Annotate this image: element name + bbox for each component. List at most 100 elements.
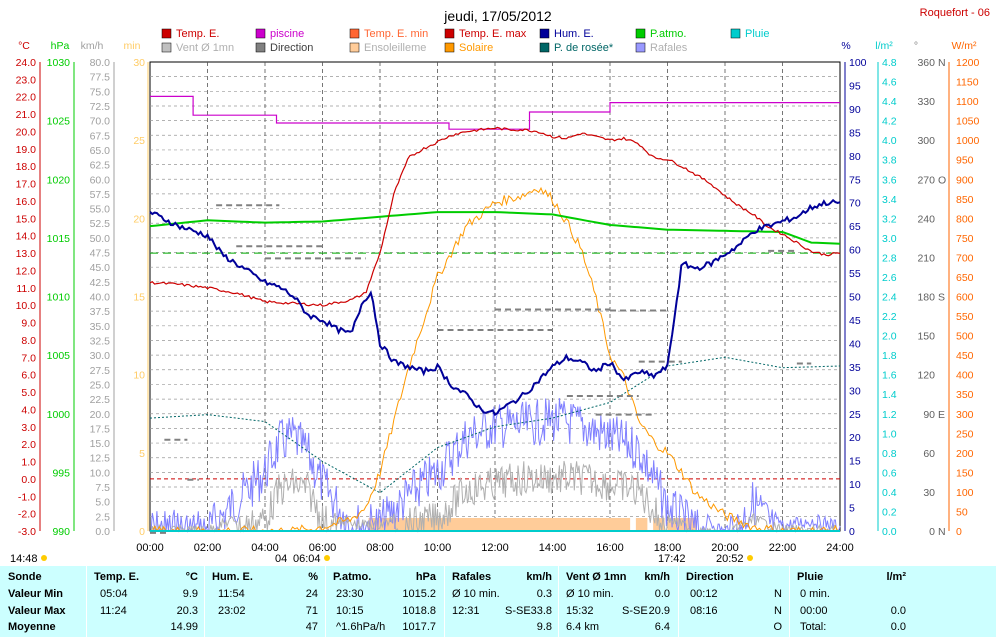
stats-cell: 6.4 [654,621,670,633]
axis-tick-label: 1020 [47,174,71,186]
axis-tick-label: 2.4 [882,292,897,304]
axis-tick-label: 3.2 [882,213,897,225]
stats-cell: 11:54 [218,588,245,600]
stats-header: Rafales [452,571,492,583]
axis-tick-label: 350 [956,389,974,401]
axis-tick-label: 700 [956,252,974,264]
axis-tick-label: 10.0 [90,467,111,479]
axis-tick-label: 400 [956,370,974,382]
axis-tick-label: 0.6 [882,467,897,479]
axis-tick-label: 1150 [956,77,979,89]
x-tick-label: 12:00 [481,542,509,554]
stats-cell: 0.0 [890,621,906,633]
stats-cell: 9.8 [536,621,552,633]
axis-unit: °C [18,40,30,52]
axis-tick-label: 0 [139,526,145,538]
axis-tick-label: 1000 [956,135,980,147]
stats-cell: 12:31 [452,605,480,617]
x-tick-label: 10:00 [424,542,452,554]
axis-tick-label: 300 [956,409,974,421]
axis-tick-label: 0.8 [882,448,897,460]
axis-tick-label: 72.5 [90,101,111,113]
stats-column-divider [789,566,790,637]
axis-tick-label: -2.0 [18,509,36,521]
stats-header-unit: km/h [644,571,670,583]
weather-chart: jeudi, 17/05/2012 Roquefort - 06 Temp. E… [10,7,990,565]
sunrise-icon [324,555,330,561]
axis-tick-label: 15.0 [16,213,37,225]
axis-tick-label: 20 [133,213,145,225]
axis-tick-label: 900 [956,174,974,186]
axis-tick-label: 90 [923,409,935,421]
axis-tick-label: 21.0 [16,109,37,121]
axis-tick-label: 77.5 [90,72,111,84]
axis-tick-label: 7.5 [95,482,110,494]
x-tick-label: 08:00 [366,542,394,554]
stats-cell: 1018.8 [402,605,436,617]
axis-tick-label: 330 [917,96,935,108]
axis-tick-label: -3.0 [18,526,36,538]
stats-row-label: Valeur Max [8,605,66,617]
stats-cell: 0.0 [890,605,906,617]
stats-header: P.atmo. [333,571,372,583]
axis-tick-label: 5 [849,503,855,515]
axis-unit: % [841,40,850,52]
station-name: Roquefort - 06 [920,7,990,19]
sunset-marker: 20:52 [716,553,744,565]
stats-cell: N [774,588,782,600]
x-axis: 00:00 02:00 04:00 06:00 08:00 10:00 12:00 14:00… [10,542,854,565]
stats-cell: 47 [305,621,318,633]
x-tick-label: 00:00 [136,542,164,554]
axis-unit: hPa [51,40,70,52]
series-line [149,198,841,416]
x-tick-label: 14:00 [539,542,567,554]
axis-tick-label: 4.2 [882,116,897,128]
axis-tick-label: 5 [139,448,145,460]
stats-cell: 23:02 [218,605,246,617]
axis-tick-label: 30 [923,487,935,499]
legend-label: Hum. E. [554,28,594,40]
series-line [149,211,841,245]
axis-tick-label: 0.0 [882,526,897,538]
axis-tick-label: 1015 [47,233,71,245]
axis-tick-label: 100 [849,57,867,69]
legend-label: Ensoleilleme [364,42,426,54]
legend-swatch [161,28,172,39]
stats-column-divider [678,566,679,637]
axis-tick-label: 200 [956,448,974,460]
axis-tick-label: 17.0 [16,179,37,191]
stats-cell: Ø 10 min. [566,588,614,600]
axis-tick-label: 1.6 [882,370,897,382]
x-tick-label: 24:00 [826,542,854,554]
axis-tick-label: 13.0 [16,248,37,260]
axis-tick-label: 2.0 [21,439,36,451]
axis-tick-label: 19.0 [16,144,37,156]
axis-tick-label: 62.5 [90,160,111,172]
axis-tick-label: 42.5 [90,277,111,289]
axis-tick-label: 850 [956,194,974,206]
stats-cell: 23:30 [336,588,364,600]
stats-cell: 6.4 km [566,621,600,633]
legend-swatch [635,42,646,53]
axis-tick-label: 750 [956,233,974,245]
stats-cell: 05:04 [100,588,128,600]
axis-tick-label: 3.0 [882,233,897,245]
legend-label: piscine [270,28,304,40]
stats-cell: 14.99 [170,621,198,633]
axis-tick-label: 1200 [956,57,980,69]
axis-tick-label: 0.0 [21,474,36,486]
stats-header-unit: km/h [526,571,552,583]
axis-tick-label: 950 [956,155,974,167]
axis-tick-label: 1030 [47,57,71,69]
legend-label: Vent Ø 1mn [176,42,234,54]
stats-column-divider [444,566,445,637]
stats-panel: Sonde Temp. E. °C Hum. E.% P.atmo. hPa Rafales… [0,566,996,637]
axis-tick-label: 800 [956,213,974,225]
legend-swatch [349,28,360,39]
stats-cell: 10:15 [336,605,364,617]
sunshine-bar [635,518,648,531]
axis-tick-label: 27.5 [90,365,111,377]
axis-tick-label: 40.0 [90,292,111,304]
axis-tick-label: 32.5 [90,335,111,347]
axis-tick-label: 1.0 [21,457,36,469]
